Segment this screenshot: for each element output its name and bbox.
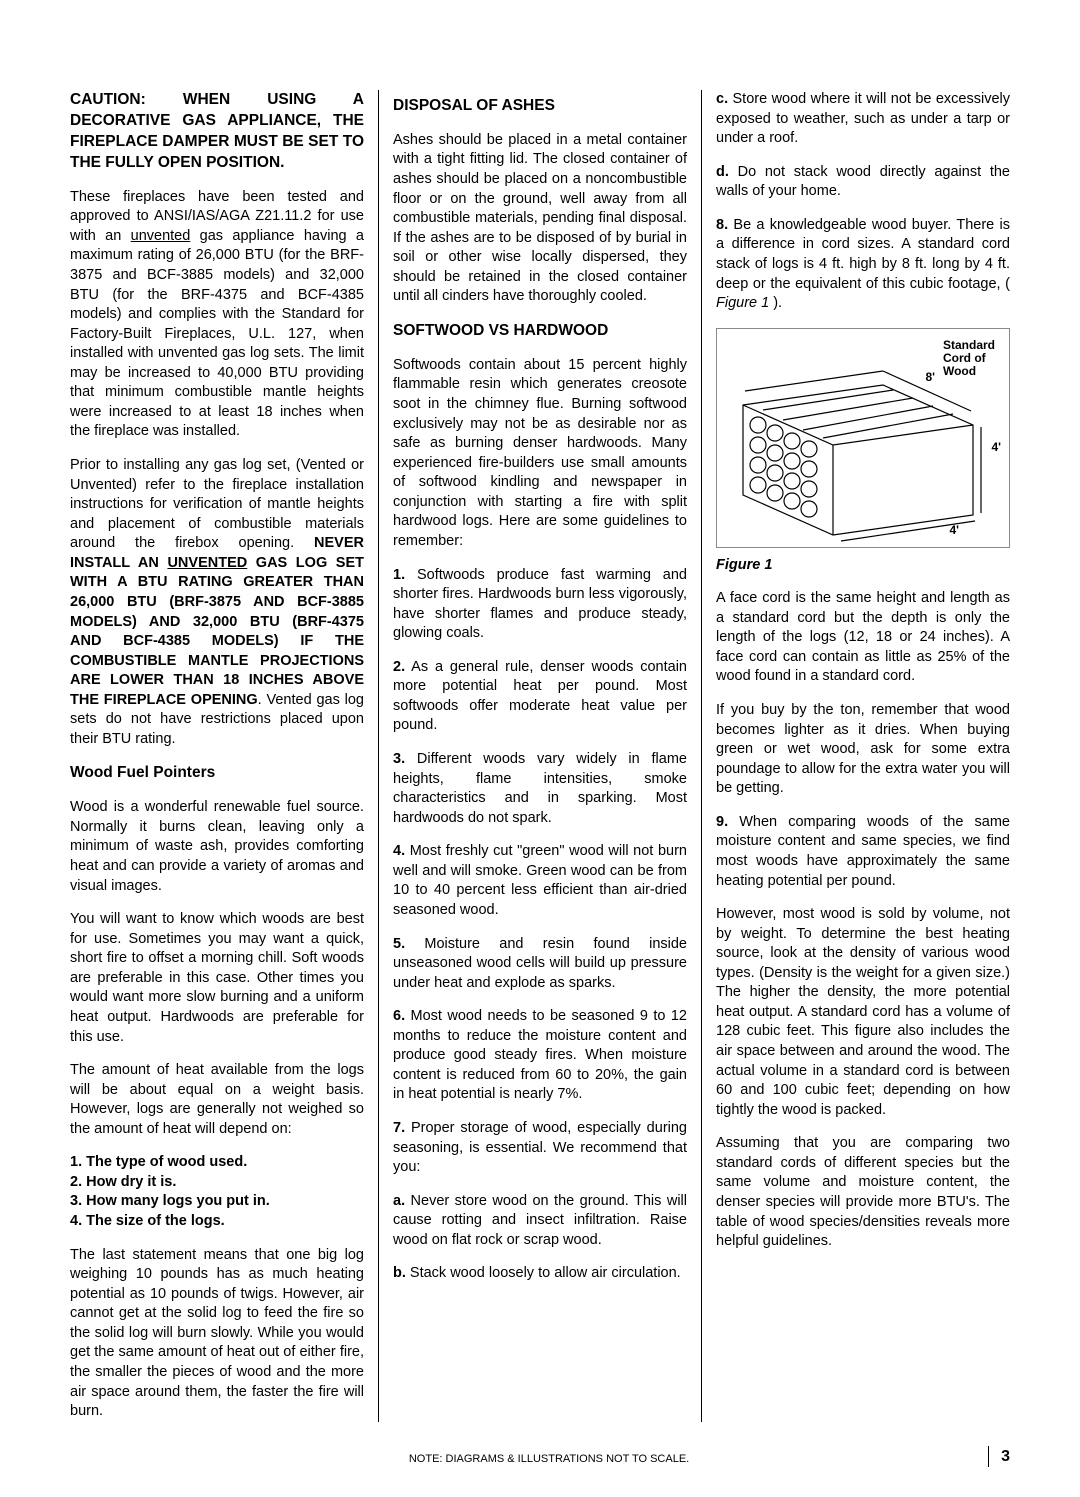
num: 3.	[393, 751, 405, 767]
num: 6.	[393, 1008, 405, 1024]
num: 9.	[716, 814, 728, 830]
text: Softwoods produce fast warming and short…	[393, 567, 687, 642]
item-3: 3. Different woods vary widely in flame …	[393, 750, 687, 828]
num: 1.	[393, 567, 405, 583]
item-9: 9. When comparing woods of the same mois…	[716, 813, 1010, 891]
text: Moisture and resin found inside unseason…	[393, 936, 687, 991]
text: Store wood where it will not be excessiv…	[716, 91, 1010, 146]
para: A face cord is the same height and lengt…	[716, 589, 1010, 687]
depend-list: 1. The type of wood used. 2. How dry it …	[70, 1153, 364, 1231]
list-item: 2. How dry it is.	[70, 1173, 364, 1193]
figure-label-4ft-b: 4'	[949, 522, 959, 538]
page-number: 3	[988, 1446, 1010, 1468]
text: Proper storage of wood, especially durin…	[393, 1120, 687, 1175]
unvented-bold: UNVENTED	[167, 555, 247, 571]
unvented-word: unvented	[131, 228, 191, 244]
heading-wood-fuel: Wood Fuel Pointers	[70, 763, 364, 784]
text: Never store wood on the ground. This wil…	[393, 1193, 687, 1248]
column-1: CAUTION: WHEN USING A DECORATIVE GAS APP…	[70, 90, 378, 1422]
para: You will want to know which woods are be…	[70, 910, 364, 1047]
num: 4.	[393, 843, 405, 859]
item-4: 4. Most freshly cut "green" wood will no…	[393, 842, 687, 920]
num: 8.	[716, 217, 728, 233]
text: gas appliance having a maximum rating of…	[70, 228, 364, 440]
item-2: 2. As a general rule, denser woods conta…	[393, 658, 687, 736]
text: Most freshly cut "green" wood will not b…	[393, 843, 687, 918]
num: 5.	[393, 936, 405, 952]
text: Most wood needs to be seasoned 9 to 12 m…	[393, 1008, 687, 1102]
para: If you buy by the ton, remember that woo…	[716, 701, 1010, 799]
para: However, most wood is sold by volume, no…	[716, 905, 1010, 1120]
heading-disposal: DISPOSAL OF ASHES	[393, 96, 687, 117]
para: The amount of heat available from the lo…	[70, 1061, 364, 1139]
num: b.	[393, 1265, 406, 1281]
list-item: 1. The type of wood used.	[70, 1153, 364, 1173]
caution-heading: CAUTION: WHEN USING A DECORATIVE GAS APP…	[70, 90, 364, 174]
item-7: 7. Proper storage of wood, especially du…	[393, 1119, 687, 1178]
list-item: 3. How many logs you put in.	[70, 1192, 364, 1212]
figure-1-diagram: Standard Cord of Wood 8' 4' 4'	[716, 328, 1010, 548]
para: Wood is a wonderful renewable fuel sourc…	[70, 798, 364, 896]
item-c: c. Store wood where it will not be exces…	[716, 90, 1010, 149]
content-columns: CAUTION: WHEN USING A DECORATIVE GAS APP…	[70, 90, 1010, 1422]
page-footer: NOTE: DIAGRAMS & ILLUSTRATIONS NOT TO SC…	[70, 1446, 1010, 1468]
figure-label-standard: Standard Cord of Wood	[943, 339, 995, 379]
text: When comparing woods of the same moistur…	[716, 814, 1010, 889]
para: Assuming that you are comparing two stan…	[716, 1134, 1010, 1251]
text: Do not stack wood directly against the w…	[716, 164, 1010, 200]
figure-label-4ft-a: 4'	[991, 439, 1001, 455]
para: Ashes should be placed in a metal contai…	[393, 131, 687, 307]
item-d: d. Do not stack wood directly against th…	[716, 163, 1010, 202]
text: ).	[769, 295, 782, 311]
text: Be a knowledgeable wood buyer. There is …	[716, 217, 1010, 292]
num: c.	[716, 91, 728, 107]
text: As a general rule, denser woods contain …	[393, 659, 687, 734]
figure-caption: Figure 1	[716, 556, 1010, 576]
text: Stack wood loosely to allow air circulat…	[406, 1265, 681, 1281]
num: d.	[716, 164, 729, 180]
para-prior: Prior to installing any gas log set, (Ve…	[70, 456, 364, 749]
para: Softwoods contain about 15 percent highl…	[393, 356, 687, 552]
num: 7.	[393, 1120, 405, 1136]
fig-ref: Figure 1	[716, 295, 769, 311]
para: The last statement means that one big lo…	[70, 1246, 364, 1422]
item-5: 5. Moisture and resin found inside unsea…	[393, 935, 687, 994]
item-6: 6. Most wood needs to be seasoned 9 to 1…	[393, 1007, 687, 1105]
heading-softwood: SOFTWOOD VS HARDWOOD	[393, 321, 687, 342]
footer-note: NOTE: DIAGRAMS & ILLUSTRATIONS NOT TO SC…	[110, 1452, 988, 1467]
num: 2.	[393, 659, 405, 675]
item-1: 1. Softwoods produce fast warming and sh…	[393, 566, 687, 644]
para-tested: These fireplaces have been tested and ap…	[70, 188, 364, 442]
list-item: 4. The size of the logs.	[70, 1212, 364, 1232]
text-bold: GAS LOG SET WITH A BTU RATING GREATER TH…	[70, 555, 364, 708]
figure-label-8ft: 8'	[925, 369, 935, 385]
item-8: 8. Be a knowledgeable wood buyer. There …	[716, 216, 1010, 314]
item-b: b. Stack wood loosely to allow air circu…	[393, 1264, 687, 1284]
item-a: a. Never store wood on the ground. This …	[393, 1192, 687, 1251]
text: Different woods vary widely in flame hei…	[393, 751, 687, 826]
column-3: c. Store wood where it will not be exces…	[702, 90, 1010, 1422]
num: a.	[393, 1193, 405, 1209]
column-2: DISPOSAL OF ASHES Ashes should be placed…	[379, 90, 701, 1422]
